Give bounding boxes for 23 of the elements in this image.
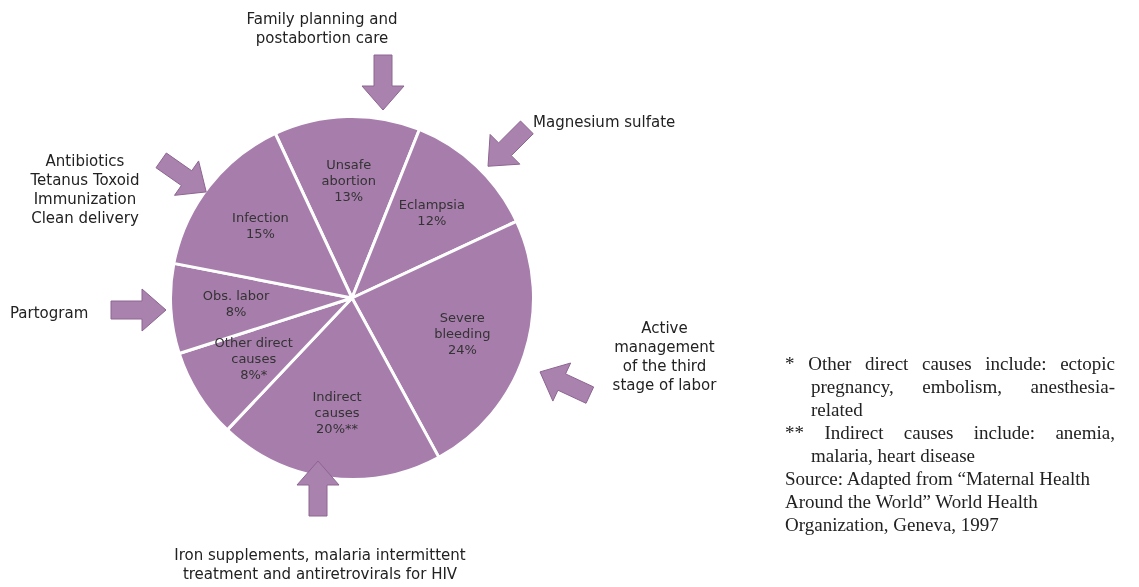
- slice-label: Obs. labor: [202, 288, 271, 304]
- slice-label: Eclampsia: [398, 196, 465, 212]
- slice-label: Infection: [232, 209, 289, 225]
- data-label: 8%: [225, 304, 247, 320]
- data-label: 15%: [246, 225, 275, 241]
- text: Partogram: [10, 304, 90, 323]
- text: Family planning and postabortion care: [245, 10, 399, 48]
- source-note: Source: Adapted from “Maternal Health Around the World” World Health Organization, Geneva, 1997: [785, 467, 1091, 536]
- text: Antibiotics Tetanus Toxoid Immunization Clean delivery: [29, 152, 141, 228]
- slice-label: Other direct causes: [214, 335, 293, 367]
- text: Iron supplements, malaria intermittent treatment and antiretrovirals for HIV: [173, 546, 467, 584]
- data-label: 13%: [334, 189, 364, 205]
- data-label: 20%**: [316, 420, 359, 436]
- slice-label: Severe bleeding: [434, 309, 491, 341]
- slice-label: Unsafe abortion: [321, 157, 376, 189]
- data-label: 8%*: [240, 367, 268, 383]
- text: Magnesium sulfate: [533, 113, 677, 132]
- slice-label: Indirect causes: [312, 388, 362, 420]
- data-label: 12%: [417, 212, 447, 228]
- text: ** Indirect causes include: anemia, malaria, heart disease: [785, 421, 1115, 467]
- text: * Other direct causes include: ectopic pregnancy, embolism, anesthesia-related: [785, 352, 1115, 421]
- text: Active management of the third stage of labor: [611, 319, 718, 395]
- data-label: 24%: [447, 341, 477, 357]
